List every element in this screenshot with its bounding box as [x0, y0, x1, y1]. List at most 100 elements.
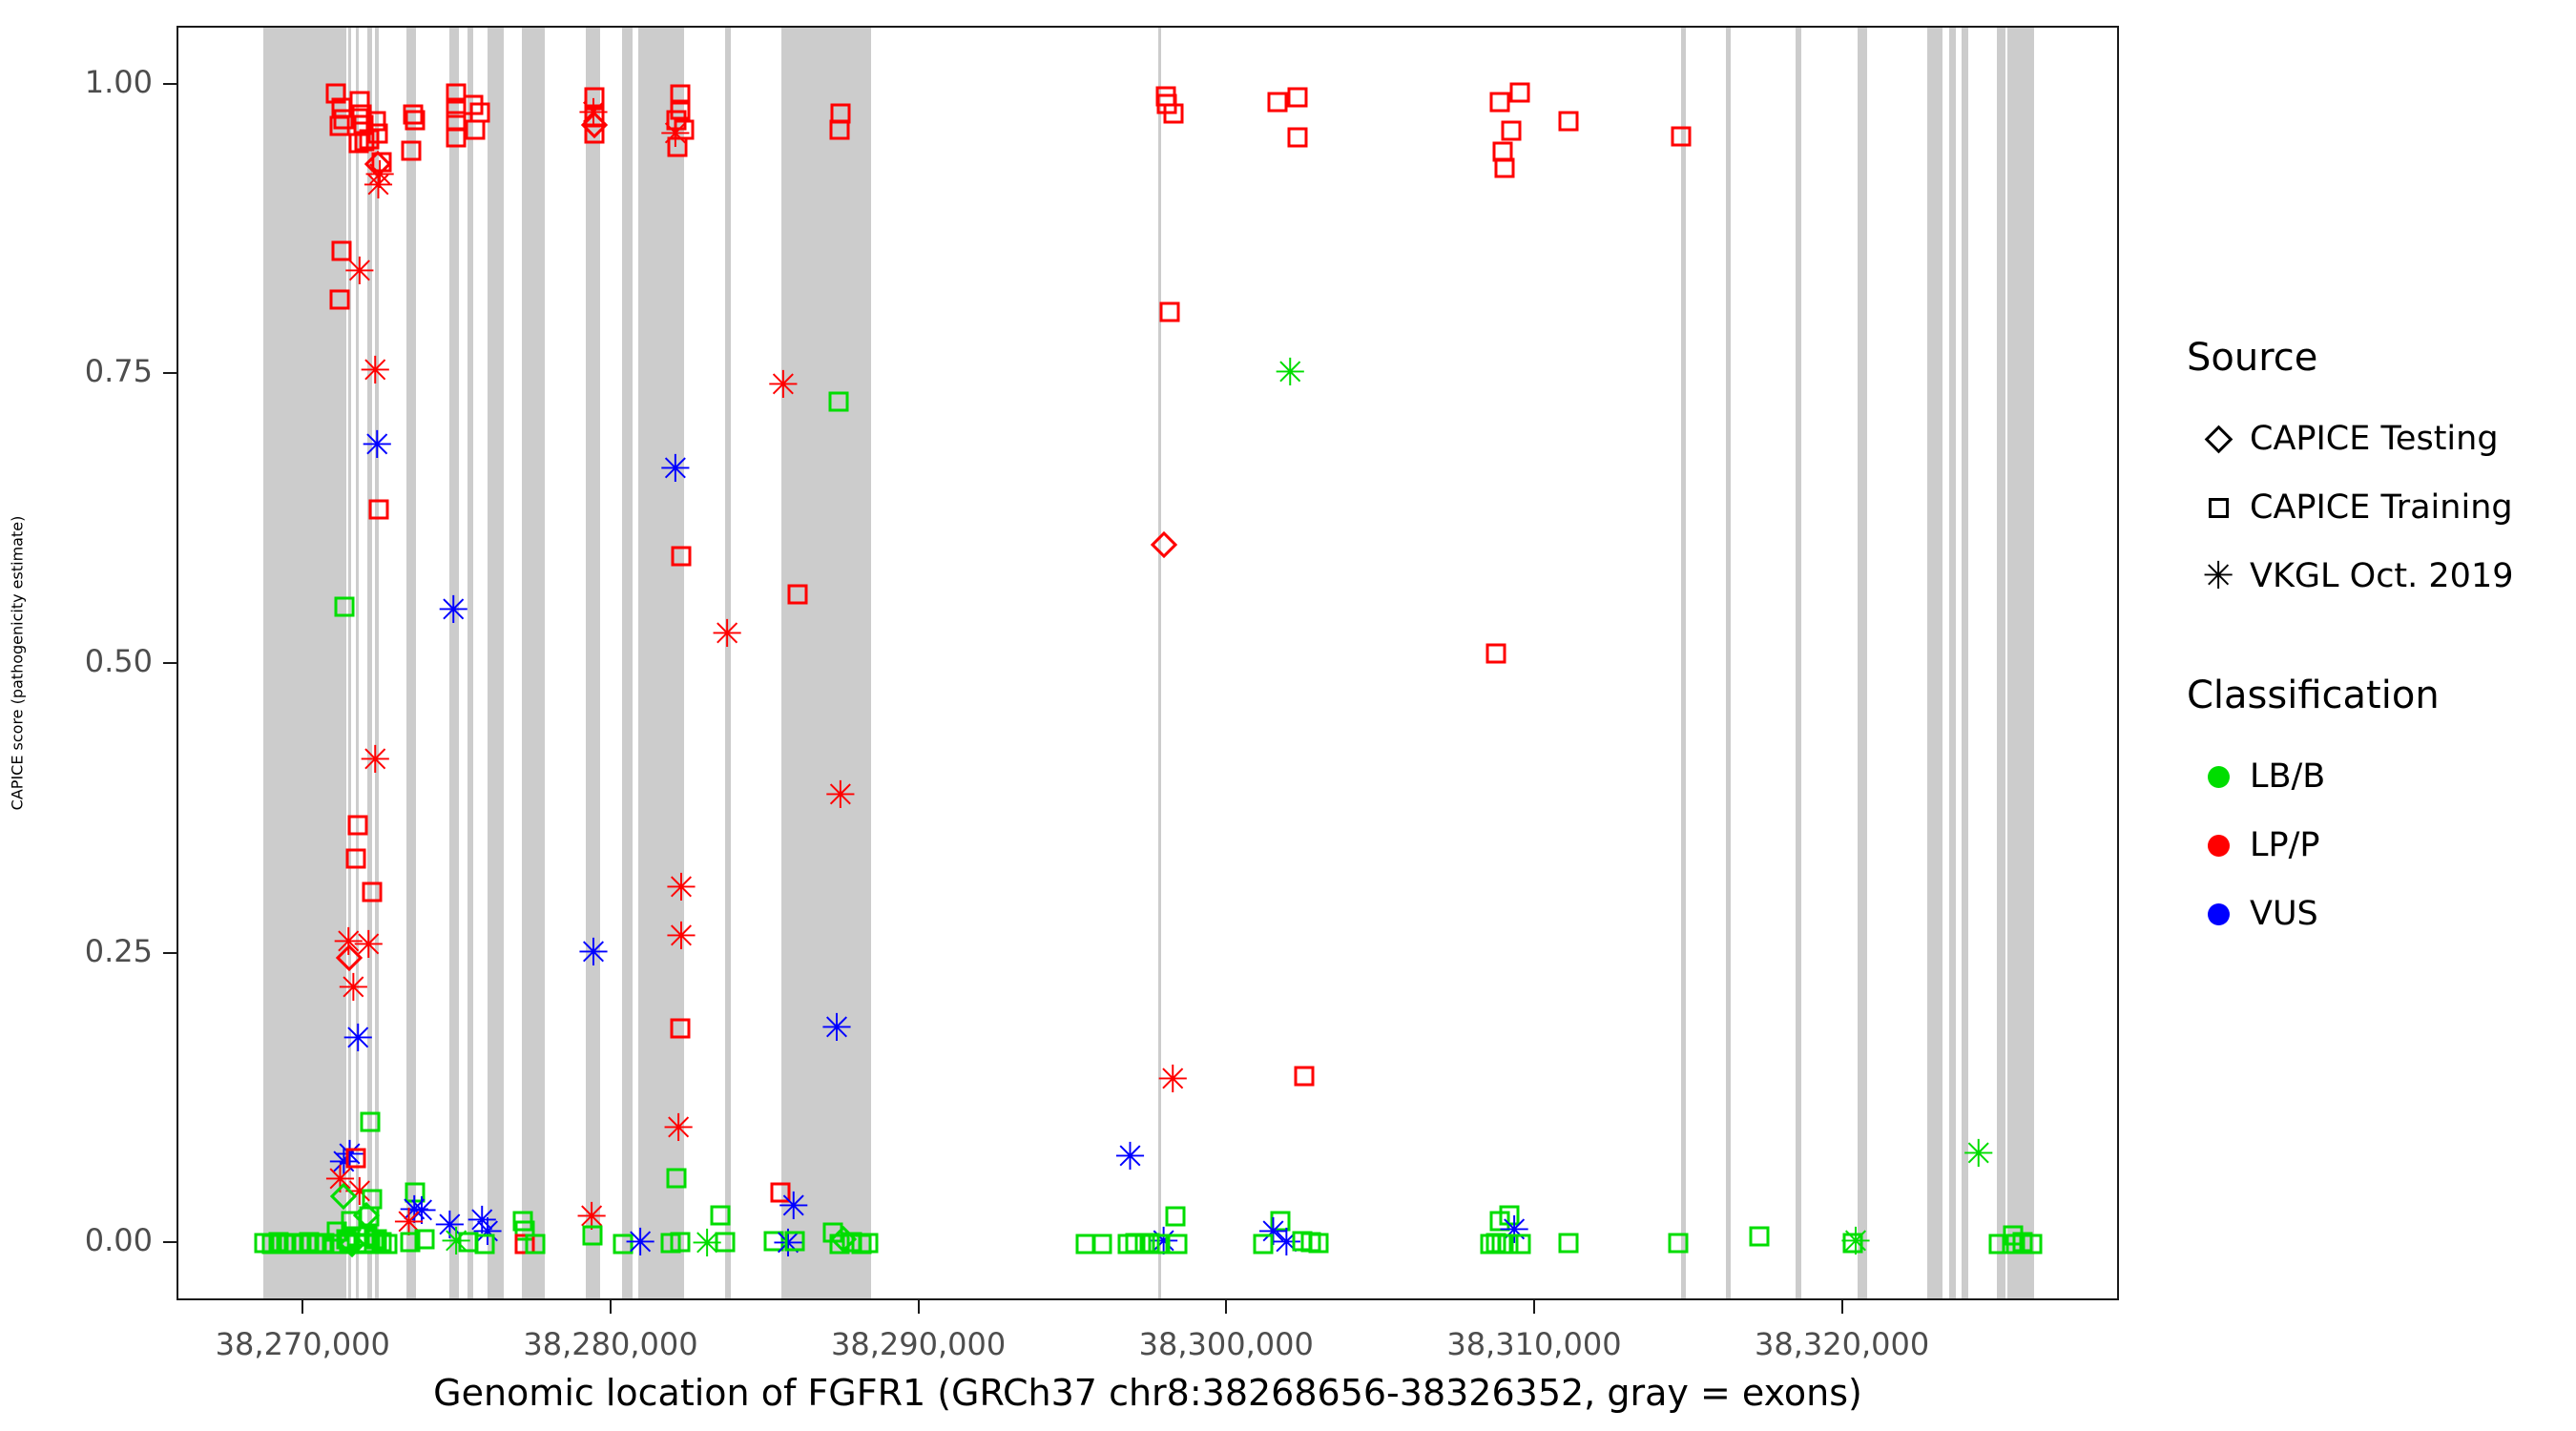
- x-axis-tick-label: 38,290,000: [831, 1326, 1007, 1362]
- x-axis-tick: [917, 1300, 920, 1314]
- data-point-square: [400, 1232, 421, 1253]
- legend-gap: [2187, 611, 2559, 674]
- data-point-square: [403, 104, 424, 125]
- data-point-square: [329, 115, 350, 136]
- data-point-square: [1558, 111, 1579, 132]
- exon-band: [2006, 28, 2034, 1298]
- data-point-asterisk: ✳: [823, 774, 857, 819]
- legend-item-lb-b: LB/B: [2187, 742, 2559, 811]
- data-point-asterisk: ✳: [362, 164, 395, 209]
- data-point-square: [405, 110, 426, 131]
- data-point-square: [525, 1234, 546, 1255]
- data-point-asterisk: ✳: [440, 1219, 472, 1264]
- data-point-square: [329, 289, 350, 310]
- data-point-square: [334, 596, 355, 617]
- x-axis-tick: [301, 1300, 304, 1314]
- data-point-square: [710, 1205, 731, 1226]
- data-point-asterisk: ✳: [665, 866, 697, 911]
- x-axis-tick-label: 38,300,000: [1138, 1326, 1314, 1362]
- data-point-asterisk: ✳: [405, 1190, 438, 1234]
- y-axis-tick: [163, 951, 177, 954]
- data-point-square: [1749, 1226, 1770, 1247]
- x-axis-tick: [1840, 1300, 1843, 1314]
- exon-band: [262, 28, 346, 1298]
- x-axis-tick-label: 38,270,000: [215, 1326, 390, 1362]
- x-axis-tick: [609, 1300, 612, 1314]
- data-point-asterisk: ✳: [437, 588, 469, 633]
- exon-band: [1157, 28, 1161, 1298]
- y-axis-tick-label: 0.25: [84, 932, 153, 969]
- data-point-square: [354, 131, 375, 152]
- data-point-square: [784, 1231, 805, 1252]
- exon-band: [348, 28, 352, 1298]
- exon-band: [585, 28, 601, 1298]
- y-axis-tick-label: 0.50: [84, 643, 153, 680]
- exon-band: [1857, 28, 1868, 1298]
- data-point-square: [514, 1234, 535, 1255]
- data-point-square: [1159, 301, 1180, 322]
- data-point-asterisk: ✳: [364, 154, 396, 198]
- x-axis-tick: [1532, 1300, 1535, 1314]
- y-axis-title: CAPICE score (pathogenicity estimate): [8, 515, 27, 811]
- data-point-asterisk: ✳: [624, 1221, 656, 1266]
- data-point-square: [670, 99, 691, 120]
- exon-band: [1680, 28, 1687, 1298]
- data-point-asterisk: ✳: [361, 424, 393, 468]
- data-point-square: [1270, 1211, 1291, 1232]
- data-point-square: [474, 1234, 495, 1255]
- data-point-square: [1165, 1206, 1186, 1227]
- legend-item-label: LB/B: [2250, 757, 2326, 796]
- color-dot-icon: [2187, 765, 2250, 788]
- data-point-square: [414, 1229, 435, 1250]
- data-point-square: [366, 1229, 387, 1250]
- data-point-square: [463, 94, 484, 115]
- data-point-asterisk: ✳: [766, 363, 800, 408]
- exon-band: [467, 28, 474, 1298]
- data-point-square: [331, 240, 352, 261]
- diamond-icon: [2187, 425, 2250, 453]
- data-point-square: [613, 1234, 634, 1255]
- exon-band: [1795, 28, 1802, 1298]
- data-point-square: [351, 104, 372, 125]
- exon-band: [521, 28, 545, 1298]
- y-axis-tick: [163, 1241, 177, 1244]
- data-point-square: [584, 87, 605, 108]
- data-point-square: [2002, 1234, 2023, 1255]
- data-point-square: [828, 391, 849, 412]
- exon-band: [448, 28, 460, 1298]
- legend-classification-title: Classification: [2187, 674, 2440, 717]
- data-point-square: [1167, 1234, 1188, 1255]
- data-point-square: [1671, 126, 1692, 147]
- data-point-square: [1287, 127, 1308, 148]
- data-point-asterisk: ✳: [323, 1158, 357, 1203]
- data-point-asterisk: ✳: [577, 931, 610, 976]
- x-axis-tick: [1225, 1300, 1228, 1314]
- exon-band: [1926, 28, 1942, 1298]
- legend-source-title: Source: [2187, 336, 2318, 380]
- data-point-square: [1509, 82, 1530, 103]
- data-point-square: [359, 129, 380, 150]
- data-point-asterisk: ✳: [821, 1006, 853, 1051]
- data-point-asterisk: ✳: [359, 348, 391, 393]
- data-point-square: [822, 1222, 843, 1243]
- exon-band: [725, 28, 732, 1298]
- data-point-square: [371, 152, 392, 173]
- data-point-square: [2022, 1234, 2043, 1255]
- data-point-square: [345, 1148, 366, 1169]
- data-point-square: [1091, 1234, 1112, 1255]
- y-axis-tick-label: 1.00: [84, 63, 153, 100]
- data-point-square: [1163, 103, 1184, 124]
- data-point-asterisk: ✳: [359, 737, 391, 782]
- data-point-square: [829, 1234, 850, 1255]
- legend-item-label: VUS: [2250, 895, 2318, 933]
- data-point-asterisk: ✳: [665, 915, 697, 960]
- data-point-square: [325, 83, 346, 104]
- legend-item-label: VKGL Oct. 2019: [2250, 557, 2514, 595]
- data-point-square: [514, 1220, 535, 1241]
- legend-item-lp-p: LP/P: [2187, 811, 2559, 880]
- asterisk-icon: ✳: [2202, 554, 2234, 598]
- data-point-square: [1308, 1233, 1329, 1254]
- data-point-square: [1501, 120, 1522, 141]
- exon-band: [405, 28, 417, 1298]
